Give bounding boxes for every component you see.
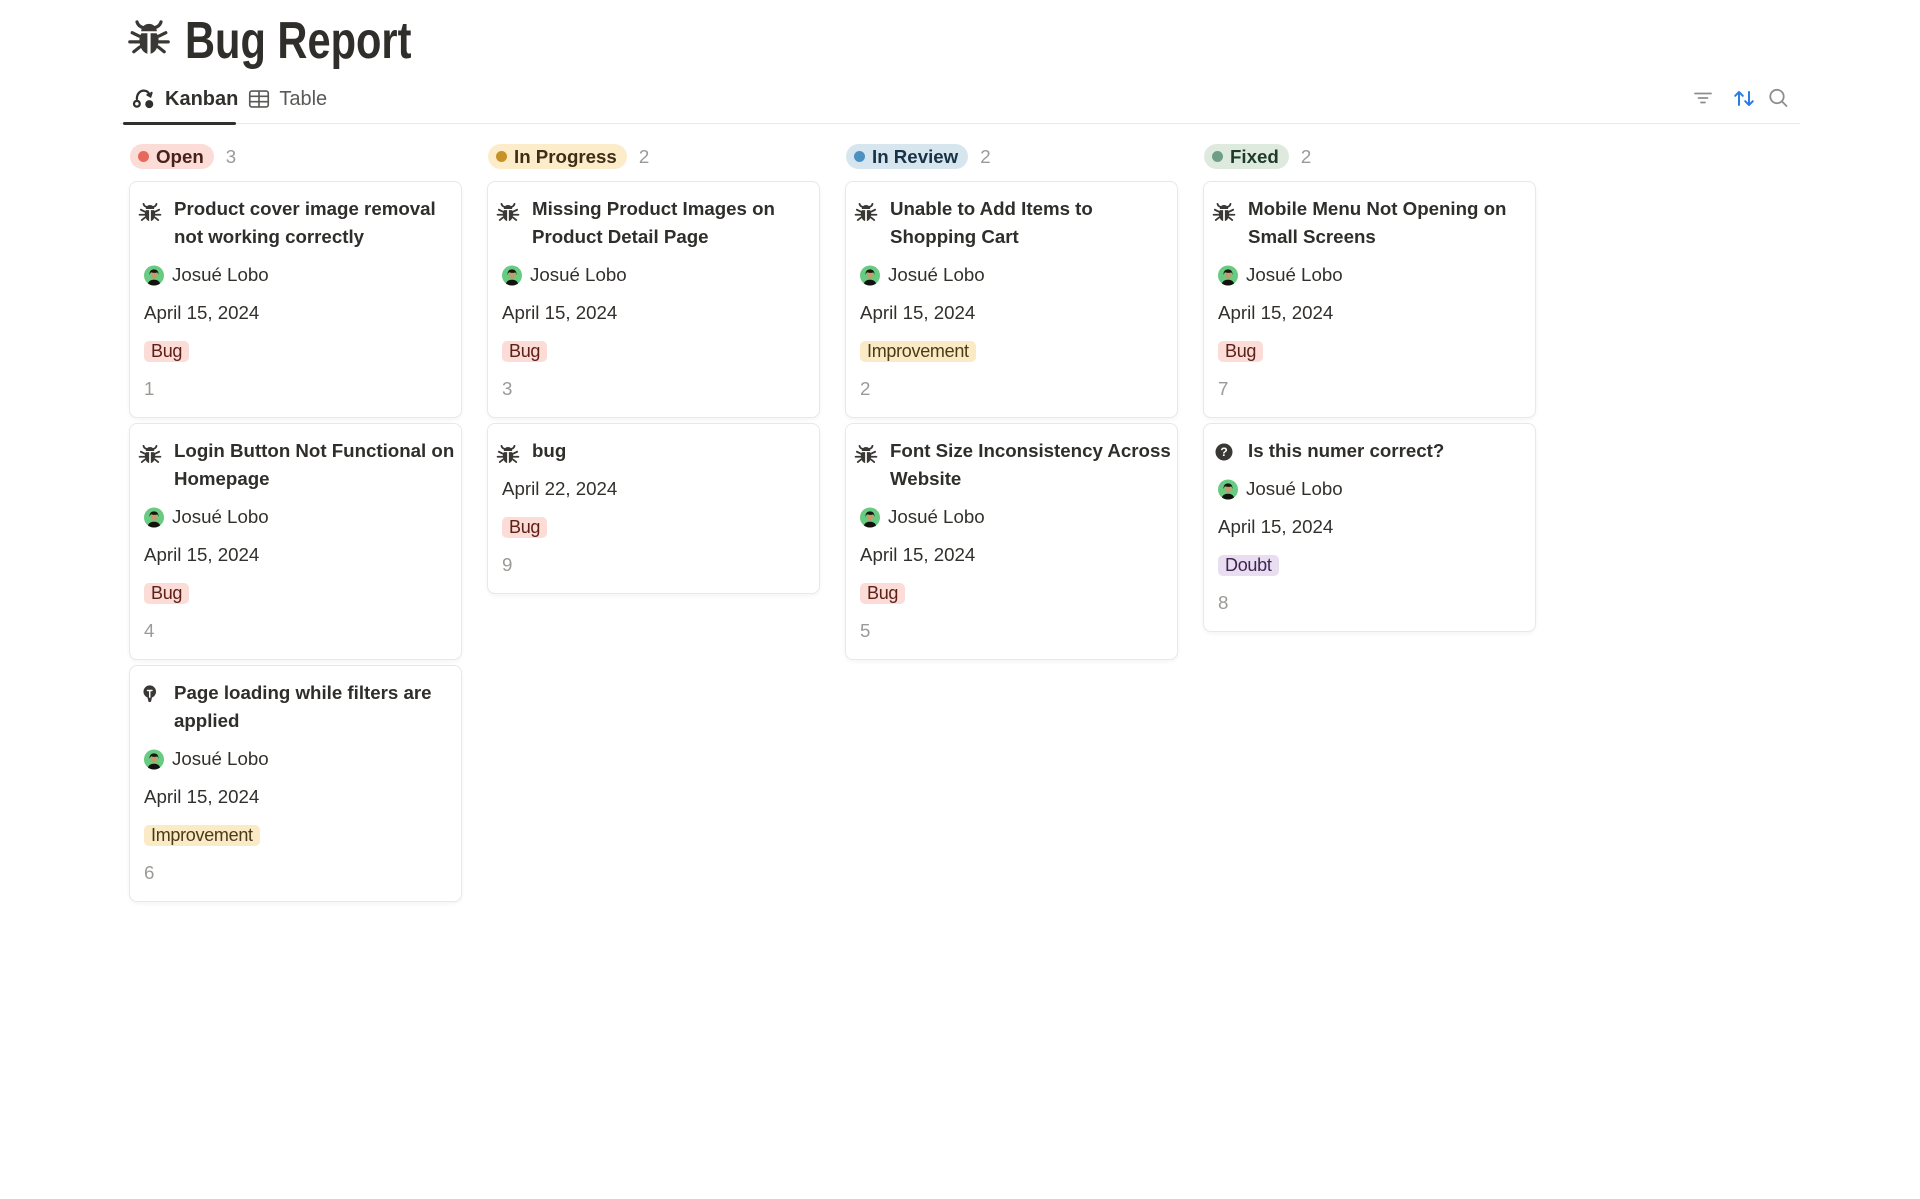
svg-text:?: ? [1220,445,1227,459]
